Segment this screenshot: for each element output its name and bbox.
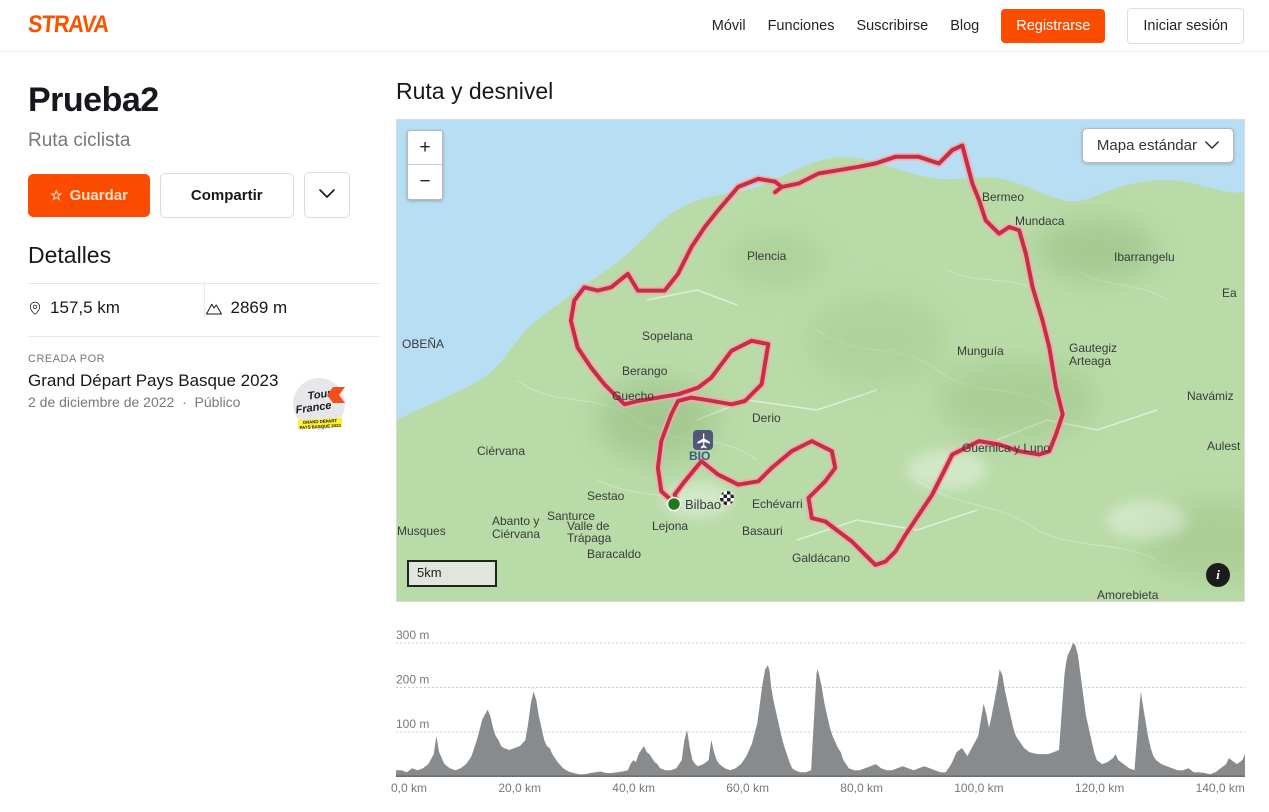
svg-text:Echévarri: Echévarri <box>752 497 803 511</box>
svg-text:Navámiz: Navámiz <box>1187 389 1234 403</box>
svg-text:Sestao: Sestao <box>587 489 625 503</box>
svg-text:Plencia: Plencia <box>747 249 787 263</box>
svg-text:Ciérvana: Ciérvana <box>492 527 540 541</box>
svg-text:Ciérvana: Ciérvana <box>477 444 525 458</box>
svg-text:Trápaga: Trápaga <box>567 531 612 545</box>
svg-text:Ibarrangelu: Ibarrangelu <box>1114 250 1175 264</box>
svg-text:Arteaga: Arteaga <box>1069 354 1111 368</box>
svg-text:Aulest: Aulest <box>1207 439 1241 453</box>
svg-text:Derio: Derio <box>752 411 781 425</box>
svg-text:Galdácano: Galdácano <box>792 551 850 565</box>
svg-text:Basauri: Basauri <box>742 524 783 538</box>
svg-text:Bilbao: Bilbao <box>685 497 721 512</box>
svg-text:Baracaldo: Baracaldo <box>587 547 641 561</box>
svg-text:Bermeo: Bermeo <box>982 190 1024 204</box>
svg-text:Amorebieta: Amorebieta <box>1097 588 1159 602</box>
svg-text:300 m: 300 m <box>396 628 429 642</box>
svg-text:Guecho: Guecho <box>612 389 654 403</box>
svg-text:OBEÑA: OBEÑA <box>402 337 444 351</box>
svg-text:Sopelana: Sopelana <box>642 329 693 343</box>
svg-text:Berango: Berango <box>622 364 668 378</box>
svg-text:Guernica y Luno: Guernica y Luno <box>962 441 1050 455</box>
svg-text:Lejona: Lejona <box>652 519 688 533</box>
svg-text:Ea: Ea <box>1222 286 1237 300</box>
svg-text:Abanto y: Abanto y <box>492 514 539 528</box>
svg-text:Munguía: Munguía <box>957 344 1004 358</box>
svg-text:BIO: BIO <box>689 449 710 463</box>
svg-text:200 m: 200 m <box>396 673 429 687</box>
svg-text:Musques: Musques <box>397 524 446 538</box>
svg-text:Mundaca: Mundaca <box>1015 214 1065 228</box>
svg-text:Gautegiz: Gautegiz <box>1069 341 1117 355</box>
svg-text:100 m: 100 m <box>396 717 429 731</box>
